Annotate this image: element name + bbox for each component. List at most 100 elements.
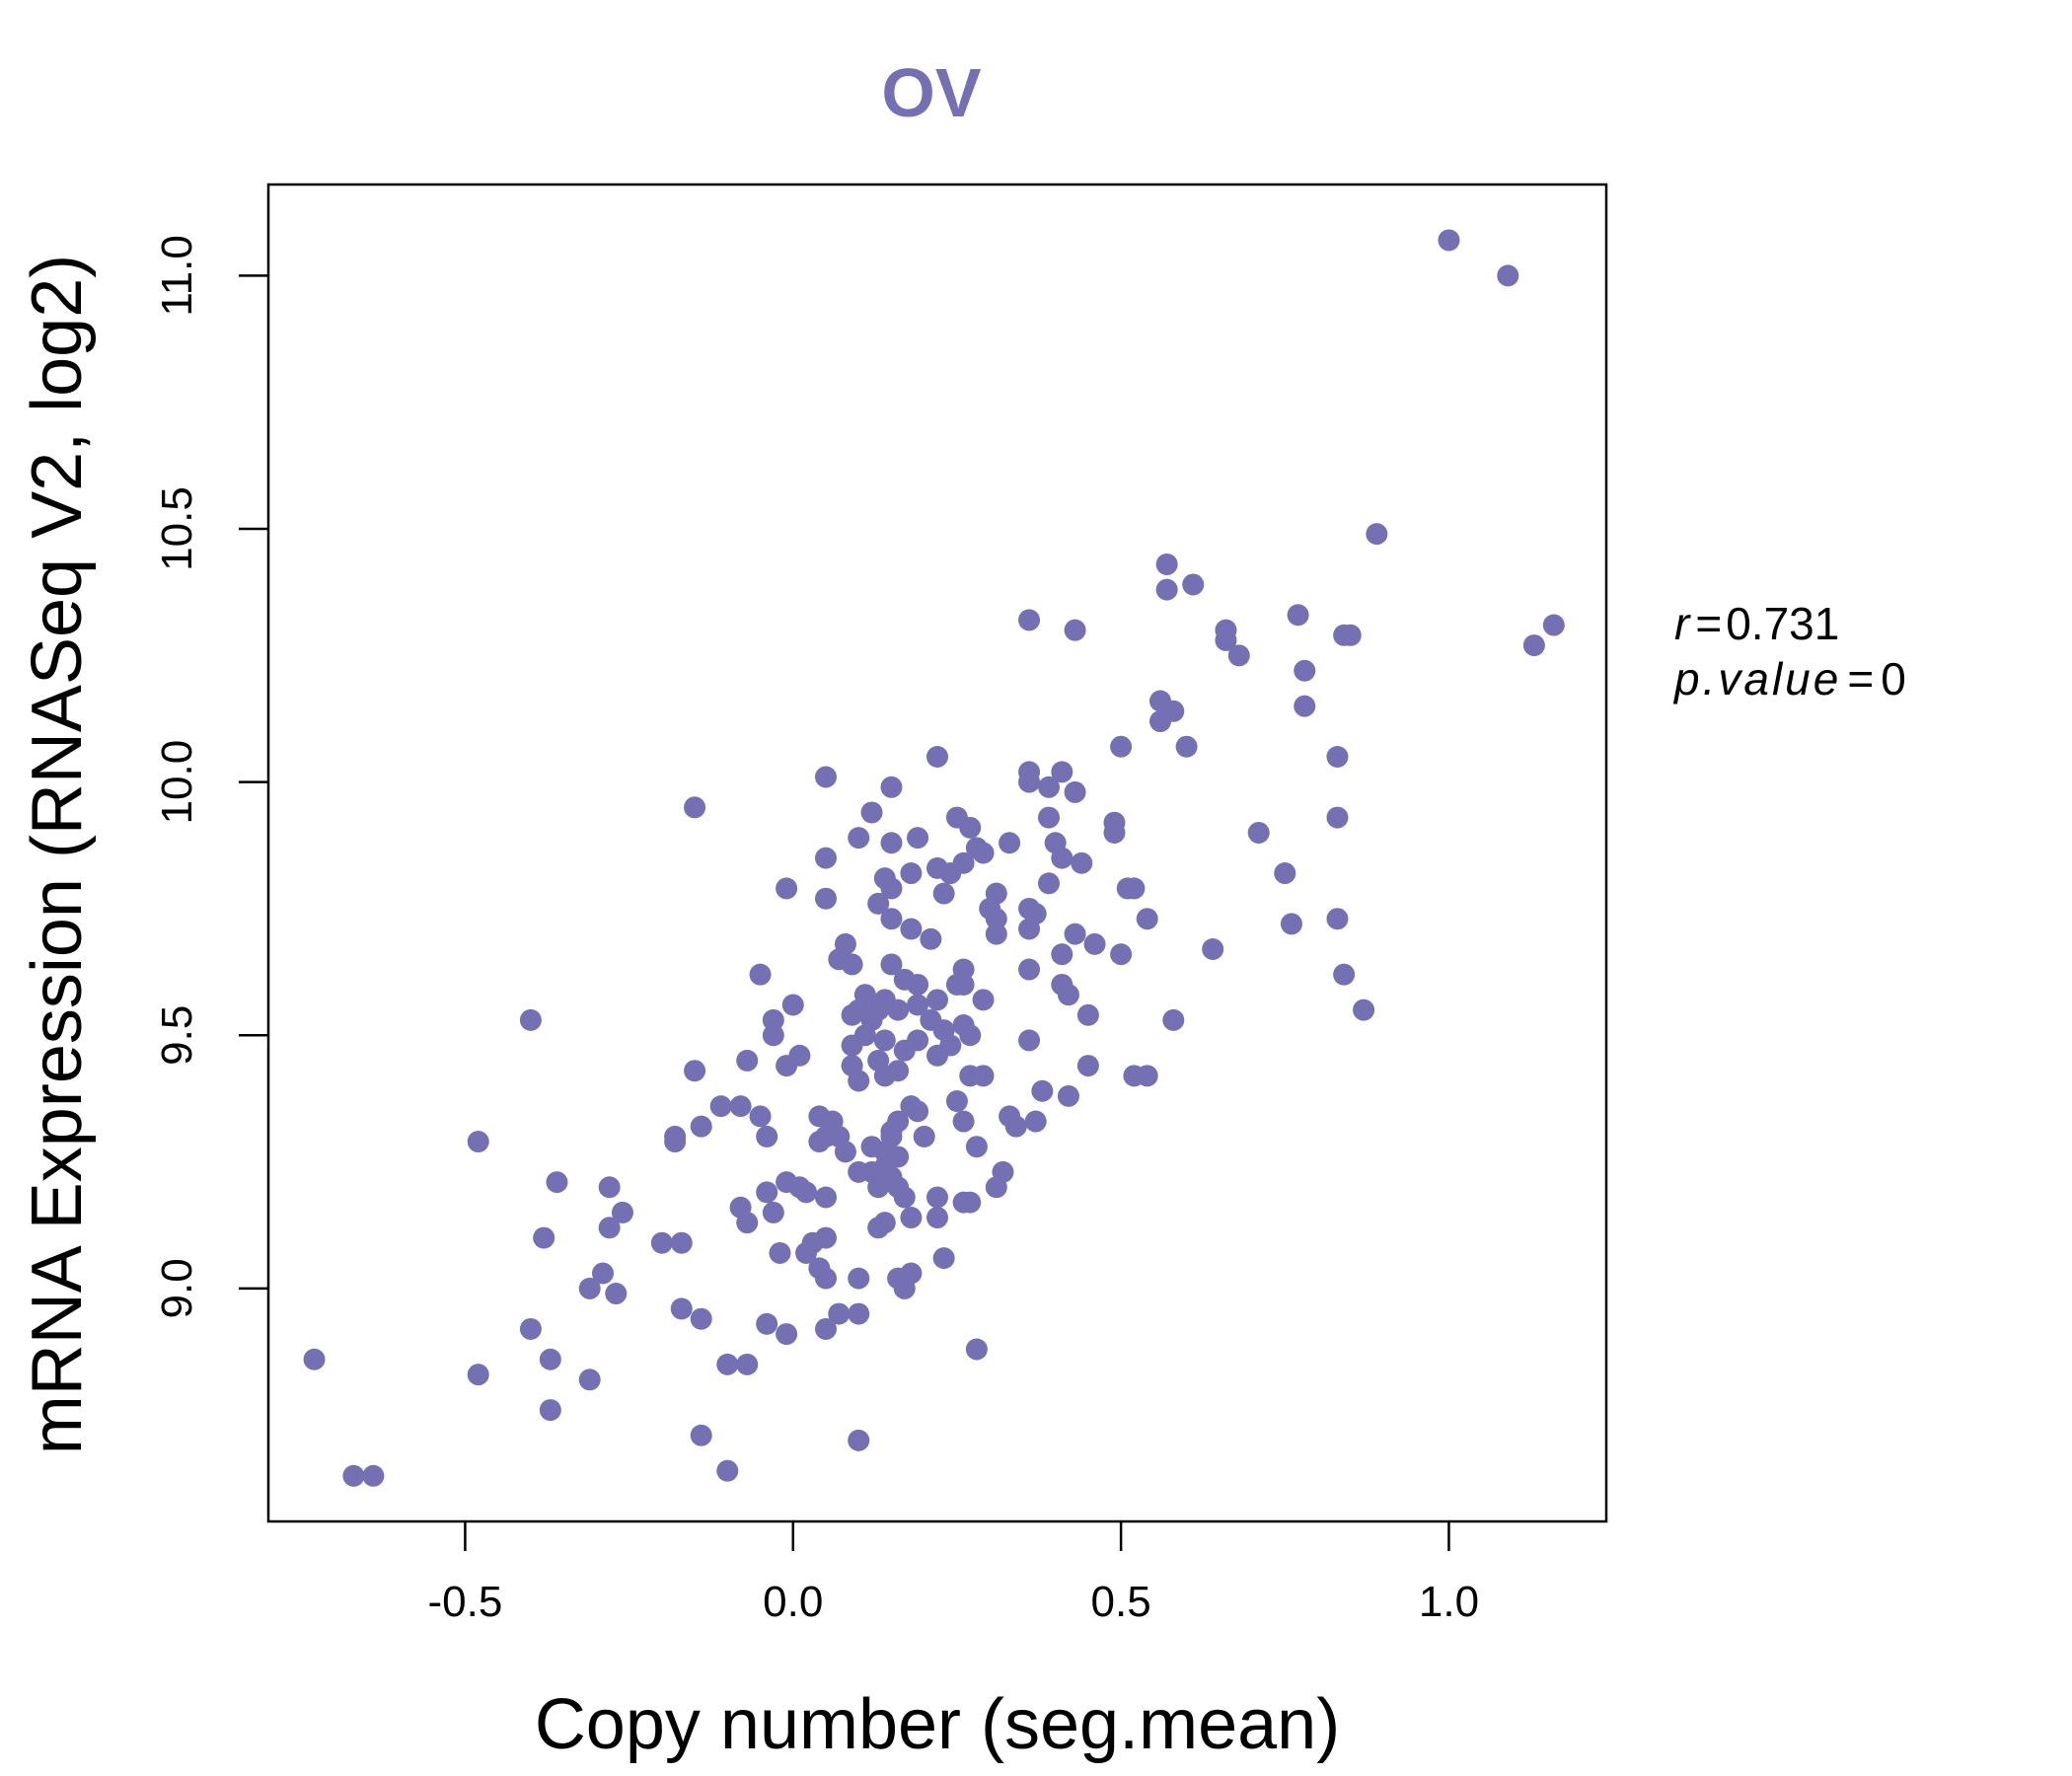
data-point [519,1008,542,1031]
data-point [1110,943,1133,966]
data-point [815,1267,837,1290]
data-point [788,1044,811,1067]
data-point [880,776,903,798]
data-point [690,1115,712,1138]
data-point [650,1231,673,1254]
data-point [1522,634,1545,657]
data-point [873,1029,896,1052]
data-point [1333,963,1356,986]
data-point [848,1070,870,1092]
data-point [880,953,903,976]
data-point [815,887,837,910]
data-point [907,994,929,1016]
data-point [1110,735,1133,758]
data-point [952,973,975,996]
data-point [1136,908,1158,930]
data-point [952,1014,975,1037]
data-point [670,1297,693,1320]
p-equals: = [1847,653,1877,704]
data-point [907,827,929,850]
x-axis: -0.5 0.0 0.5 1.0 [427,1521,1479,1626]
data-point [1071,851,1093,874]
data-point [1280,913,1302,935]
data-point [1076,1003,1099,1026]
data-point [762,1008,784,1031]
data-point [1542,614,1565,636]
data-point [795,1241,818,1264]
data-point [467,1131,489,1153]
data-point [985,908,1007,930]
data-point [1227,644,1250,667]
data-point [1497,264,1519,287]
data-point [926,1207,948,1229]
data-point [926,1186,948,1209]
data-point [362,1464,385,1487]
data-points [303,229,1565,1487]
data-point [926,745,948,768]
data-point [1202,938,1224,961]
data-point [729,1095,752,1118]
y-tick-label: 10.0 [153,740,201,825]
svg-text:r=0.731: r =0.731 [1674,598,1839,649]
data-point [605,1283,628,1305]
data-point [684,1060,706,1082]
data-point [920,927,942,950]
data-point [598,1176,621,1199]
data-point [959,1191,982,1214]
data-point [1057,1084,1079,1107]
r-equals: = [1695,598,1722,649]
data-point [952,851,975,874]
data-point [578,1277,601,1299]
data-point [709,1095,732,1118]
data-point [1051,761,1073,783]
data-point [999,832,1021,854]
data-point [952,1110,975,1133]
y-tick-label: 9.0 [153,1258,201,1318]
data-point [736,1049,759,1072]
data-point [1287,604,1309,627]
data-point [533,1226,555,1249]
data-point [690,1424,712,1446]
data-point [1064,923,1086,945]
data-point [1182,573,1205,596]
data-point [736,1353,759,1375]
data-point [1149,710,1171,733]
data-point [1018,771,1041,793]
data-point [716,1353,739,1375]
data-point [1038,806,1060,829]
data-point [848,1302,870,1325]
chart-title: OV [881,54,981,131]
data-point [578,1369,601,1391]
data-point [1175,735,1198,758]
data-point [1155,578,1178,601]
data-point [756,1312,778,1335]
data-point [1038,776,1060,798]
data-point [815,766,837,788]
data-point [1294,659,1316,682]
data-point [762,1201,784,1223]
data-point [913,1125,935,1147]
data-point [776,1323,798,1346]
data-point [815,847,837,869]
data-point [1274,862,1296,885]
data-point [776,877,798,900]
data-point [932,882,955,905]
data-point [690,1307,712,1330]
x-axis-title: Copy number (seg.mean) [535,1685,1340,1764]
p-value: 0 [1881,653,1909,704]
data-point [880,908,903,930]
svg-text:p.value=0: p.value =0 [1672,653,1909,704]
data-point [893,1186,916,1209]
data-point [716,1459,739,1482]
data-point [1353,999,1375,1021]
data-point [867,1217,890,1239]
data-point [1162,1008,1185,1031]
data-point [1326,806,1349,829]
data-point [1018,918,1041,940]
data-point [900,862,923,885]
y-axis: 9.0 9.5 10.0 10.5 11.0 [153,235,268,1318]
data-point [1024,1110,1047,1133]
data-point [900,1262,923,1285]
data-point [887,1060,910,1082]
